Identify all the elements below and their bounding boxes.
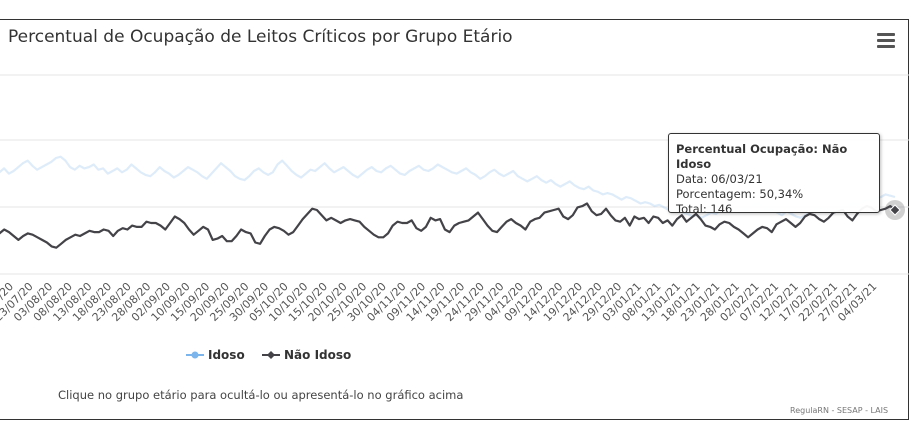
tooltip-header: Percentual Ocupação: Não Idoso: [676, 142, 848, 171]
chart-title: Percentual de Ocupação de Leitos Crítico…: [8, 27, 513, 47]
series-nao-idoso: [0, 200, 905, 249]
legend-item-nao-idoso[interactable]: Não Idoso: [262, 348, 351, 362]
legend-nao-idoso-label: Não Idoso: [284, 348, 352, 362]
tooltip: Percentual Ocupação: Não Idoso Data: 06/…: [668, 133, 880, 216]
series-line-não-idoso[interactable]: [0, 202, 896, 249]
legend-nao-idoso-symbol-icon: [262, 351, 280, 359]
hovered-point-marker[interactable]: [889, 204, 901, 216]
chart-container: [0, 19, 909, 420]
legend-idoso-symbol-icon: [186, 351, 204, 359]
tooltip-date: Data: 06/03/21: [676, 172, 763, 186]
hamburger-menu-icon[interactable]: [877, 33, 895, 49]
tooltip-percentage: Porcentagem: 50,34%: [676, 187, 804, 201]
x-axis-tick-labels: /07/2023/07/2003/08/2008/08/2013/08/2018…: [0, 280, 879, 324]
tooltip-total: Total: 146: [676, 202, 733, 216]
legend-item-idoso[interactable]: Idoso: [186, 348, 245, 362]
legend-idoso-label: Idoso: [208, 348, 245, 362]
credits: RegulaRN - SESAP - LAIS: [790, 406, 889, 415]
chart-caption: Clique no grupo etário para ocultá-lo ou…: [58, 388, 464, 402]
